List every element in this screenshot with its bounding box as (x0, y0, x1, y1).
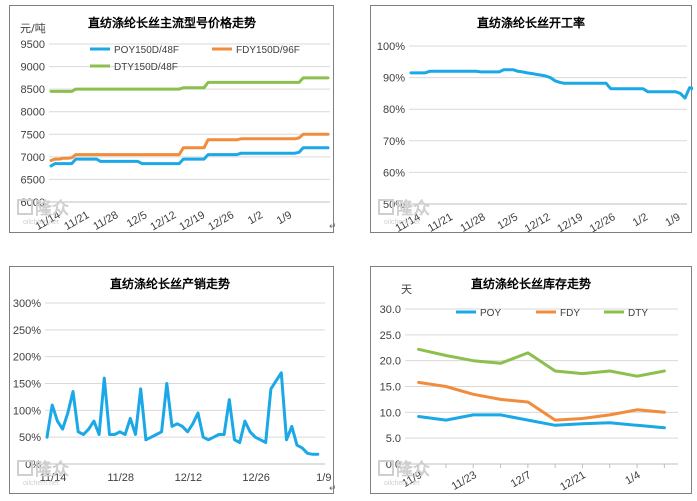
legend-label: DTY (628, 308, 648, 319)
watermark-logo-icon (17, 199, 33, 215)
y-tick-label: 10.0 (380, 407, 401, 419)
operating-rate-panel: 直纺涤纶长丝开工率 50% 60% 70% 80% 90% 100% 11/14 11/21 11… (370, 5, 693, 234)
x-tick-label: 11/28 (107, 472, 134, 484)
watermark-logo-icon (378, 460, 394, 476)
x-tick-label: 12/26 (588, 211, 618, 234)
x-tick-label: 12/26 (206, 209, 236, 233)
watermark-site: oilchem.net (23, 480, 59, 487)
series-line-fdy (417, 380, 666, 422)
y-tick-label: 30.0 (380, 304, 401, 316)
watermark-site: oilchem.net (23, 219, 59, 226)
x-tick-label: 12/12 (175, 472, 203, 484)
series-line-dty150d-48f (49, 76, 330, 93)
x-tick-label: 12/26 (242, 472, 270, 484)
sales-chart-panel: 直纺涤纶长丝产销走势 0% 50% 100% 150% 200% 250% 300% 11/14… (9, 266, 334, 494)
paragraph-mark-1: ↵ (329, 222, 337, 232)
x-tick-label: 11/14 (40, 472, 67, 484)
y-tick-label: 100% (377, 41, 405, 53)
series-line-fdy150d-96f (49, 132, 330, 162)
x-tick-label: 12/19 (177, 209, 207, 233)
y-tick-label: 6500 (21, 174, 45, 186)
x-tick-label: 12/12 (148, 209, 178, 233)
y-tick-label: 300% (13, 298, 41, 310)
y-tick-label: 80% (383, 104, 405, 116)
watermark-logo-icon (17, 460, 33, 476)
x-tick-label: 1/4 (623, 469, 642, 487)
chart-title: 直纺涤纶长丝库存走势 (471, 276, 591, 291)
watermark-brand: 隆众 (35, 198, 70, 219)
legend-label: FDY (560, 308, 580, 319)
production-sales-chart: 直纺涤纶长丝产销走势0%50%100%150%200%250%300%11/14… (13, 276, 332, 487)
x-tick-label: 12/5 (125, 209, 150, 230)
series-line-dty (417, 347, 666, 378)
legend-label: POY150D/48F (114, 45, 179, 56)
y-tick-label: 50% (19, 432, 41, 444)
legend-label: POY (480, 308, 501, 319)
x-tick-label: 12/19 (555, 211, 585, 234)
y-tick-label: 9500 (21, 39, 45, 51)
y-tick-label: 70% (383, 136, 405, 148)
legend-label: FDY150D/96F (236, 45, 300, 56)
series-line-poy (417, 413, 666, 430)
y-tick-label: 25.0 (380, 330, 401, 342)
x-tick-label: 1/9 (316, 472, 331, 484)
legend-label: DTY150D/48F (114, 62, 178, 73)
chart-title: 直纺涤纶长丝主流型号价格走势 (88, 15, 256, 30)
y-tick-label: 5.0 (386, 433, 401, 445)
y-tick-label: 200% (13, 352, 41, 364)
price-trend-chart: 直纺涤纶长丝主流型号价格走势元/吨60006500700075008000850… (17, 15, 330, 233)
inventory-trend-chart: 直纺涤纶长丝库存走势天0.05.010.015.020.025.030.011/… (378, 276, 678, 493)
x-tick-label: 1/2 (246, 209, 265, 227)
y-tick-label: 60% (383, 167, 405, 179)
y-tick-label: 100% (13, 405, 41, 417)
y-unit-label: 元/吨 (20, 22, 46, 35)
series-line-main (45, 371, 320, 456)
y-tick-label: 90% (383, 73, 405, 85)
x-tick-label: 11/28 (91, 209, 120, 233)
series-line-main (409, 68, 693, 100)
x-tick-label: 12/21 (558, 469, 588, 493)
watermark-logo-icon (378, 199, 394, 215)
price-chart-panel: 直纺涤纶长丝主流型号价格走势 元/吨 6000 6500 7000 7500 8000 850… (9, 5, 334, 233)
x-tick-label: 1/2 (631, 211, 650, 229)
y-tick-label: 8000 (21, 107, 45, 119)
y-tick-label: 250% (13, 325, 41, 337)
y-tick-label: 20.0 (380, 356, 401, 368)
x-tick-label: 12/12 (523, 211, 553, 234)
inventory-chart-panel: 直纺涤纶长丝库存走势天 0.0 5.0 10.0 15.0 20.0 25.0 30.0 11/… (370, 266, 692, 494)
y-tick-label: 7500 (21, 129, 45, 141)
x-tick-label: 12/5 (495, 211, 520, 232)
x-tick-label: 1/9 (275, 209, 294, 227)
watermark-brand: 隆众 (396, 198, 431, 219)
paragraph-mark-2: ↵ (329, 484, 337, 494)
y-tick-label: 15.0 (380, 382, 401, 394)
x-tick-label: 12/7 (509, 469, 534, 490)
y-tick-label: 50% (383, 199, 405, 211)
x-tick-label: 11/21 (426, 211, 455, 234)
chart-title: 直纺涤纶长丝开工率 (477, 15, 585, 30)
x-tick-label: 11/23 (450, 469, 479, 493)
watermark-brand: 隆众 (396, 459, 431, 480)
y-tick-label: 9000 (21, 62, 45, 74)
y-unit-label: 天 (401, 283, 412, 296)
watermark-site: oilchem.net (384, 480, 420, 487)
x-tick-label: 11/28 (458, 211, 487, 234)
y-tick-label: 150% (13, 379, 41, 391)
series-line-poy150d-48f (49, 146, 330, 168)
y-tick-label: 8500 (21, 84, 45, 96)
x-tick-label: 1/9 (663, 211, 682, 229)
watermark-site: oilchem.net (384, 219, 420, 226)
watermark-brand: 隆众 (35, 459, 70, 480)
chart-title: 直纺涤纶长丝产销走势 (110, 276, 230, 291)
y-tick-label: 7000 (21, 152, 45, 164)
